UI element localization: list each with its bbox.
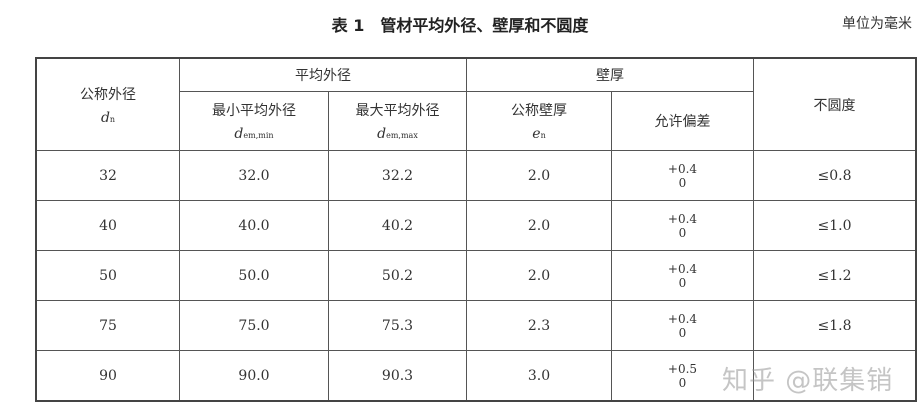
cell-min: 32.0 (179, 150, 329, 201)
cell-max: 90.3 (328, 350, 467, 402)
cell-min: 90.0 (179, 350, 329, 402)
cell-ovality (753, 350, 917, 402)
table-row: 75 75.0 75.3 2.3 +0.4 0 ≤1.8 (35, 300, 917, 351)
header-mean-od: 平均外径 (179, 57, 467, 92)
cell-ovality: ≤1.8 (753, 300, 917, 351)
tol-lower: 0 (678, 275, 687, 290)
header-nominal-wall: 公称壁厚 en (466, 91, 612, 151)
header-min-mean-od: 最小平均外径 dem,min (179, 91, 329, 151)
cell-dn: 90 (35, 350, 180, 402)
cell-min: 40.0 (179, 200, 329, 251)
cell-ovality: ≤0.8 (753, 150, 917, 201)
cell-min: 50.0 (179, 250, 329, 301)
cell-tolerance: +0.4 0 (611, 250, 754, 301)
cell-dn: 32 (35, 150, 180, 201)
header-ovality: 不圆度 (753, 57, 917, 151)
cell-ovality: ≤1.0 (753, 200, 917, 251)
header-max-mean-od: 最大平均外径 dem,max (328, 91, 467, 151)
spec-table: 公称外径 dn 平均外径 壁厚 不圆度 最小平均外径 dem,min 最大平均外径 d… (35, 57, 917, 402)
cell-max: 50.2 (328, 250, 467, 301)
table-row: 50 50.0 50.2 2.0 +0.4 0 ≤1.2 (35, 250, 917, 301)
cell-max: 40.2 (328, 200, 467, 251)
tol-upper: +0.4 (667, 311, 698, 326)
cell-dn: 75 (35, 300, 180, 351)
table-row: 32 32.0 32.2 2.0 +0.4 0 ≤0.8 (35, 150, 917, 201)
table-row: 90 90.0 90.3 3.0 +0.5 0 (35, 350, 917, 402)
tol-upper: +0.4 (667, 161, 698, 176)
cell-tolerance: +0.4 0 (611, 150, 754, 201)
cell-en: 2.0 (466, 150, 612, 201)
cell-max: 75.3 (328, 300, 467, 351)
header-nominal-od: 公称外径 dn (35, 57, 180, 151)
tol-lower: 0 (678, 325, 687, 340)
cell-max: 32.2 (328, 150, 467, 201)
cell-tolerance: +0.4 0 (611, 300, 754, 351)
cell-tolerance: +0.4 0 (611, 200, 754, 251)
tol-lower: 0 (678, 225, 687, 240)
cell-dn: 40 (35, 200, 180, 251)
table-row: 40 40.0 40.2 2.0 +0.4 0 ≤1.0 (35, 200, 917, 251)
tol-lower: 0 (678, 375, 687, 390)
cell-dn: 50 (35, 250, 180, 301)
tol-upper: +0.4 (667, 261, 698, 276)
cell-tolerance: +0.5 0 (611, 350, 754, 402)
tol-upper: +0.4 (667, 211, 698, 226)
unit-label: 单位为毫米 (842, 16, 912, 32)
tol-lower: 0 (678, 175, 687, 190)
cell-min: 75.0 (179, 300, 329, 351)
cell-ovality: ≤1.2 (753, 250, 917, 301)
cell-en: 2.3 (466, 300, 612, 351)
header-tolerance: 允许偏差 (611, 91, 754, 151)
watermark: 知乎 @联集销 (722, 366, 894, 396)
cell-en: 2.0 (466, 200, 612, 251)
cell-en: 2.0 (466, 250, 612, 301)
header-wall: 壁厚 (466, 57, 754, 92)
table-title: 表 1 管材平均外径、壁厚和不圆度 (331, 16, 589, 35)
cell-en: 3.0 (466, 350, 612, 402)
tol-upper: +0.5 (667, 361, 698, 376)
